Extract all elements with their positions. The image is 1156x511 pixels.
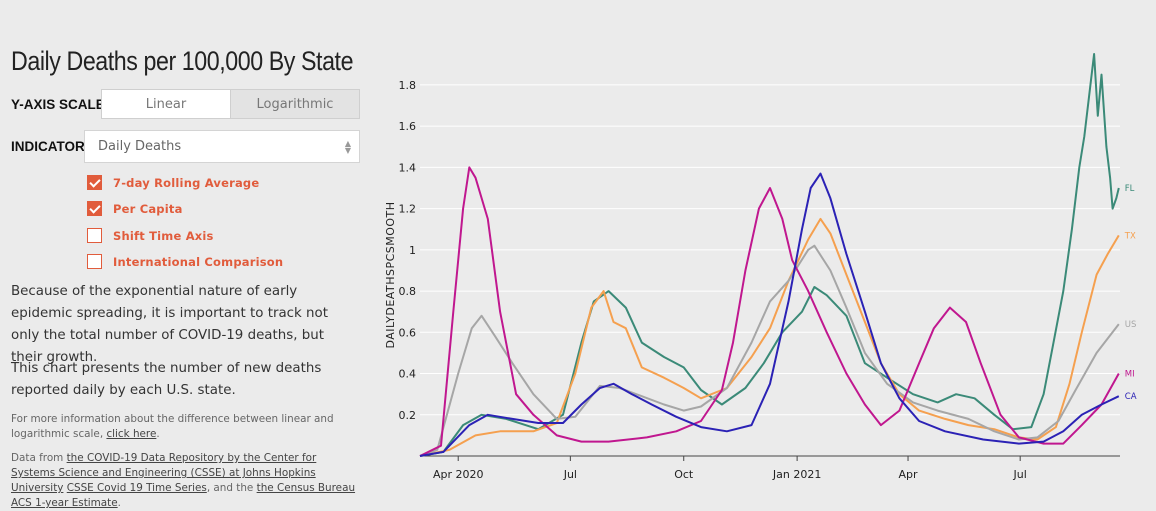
international-comparison-checkbox[interactable]	[87, 254, 102, 269]
y-tick-label: 0.6	[399, 326, 417, 339]
per-capita-checkbox[interactable]	[87, 201, 102, 216]
intro-paragraph: Because of the exponential nature of ear…	[11, 284, 328, 365]
shift-time-axis-label: Shift Time Axis	[113, 228, 214, 243]
y-axis-label: DAILYDEATHSPCSMOOTH	[384, 201, 397, 348]
x-tick-label: Jul	[1013, 468, 1027, 481]
indicator-label: INDICATOR	[11, 139, 85, 154]
census-bureau-link[interactable]: the Census Bureau	[256, 482, 356, 494]
y-tick-label: 1.6	[399, 120, 417, 133]
rolling-average-checkbox[interactable]	[87, 175, 102, 190]
page-title: Daily Deaths per 100,000 By State	[11, 46, 354, 76]
source-end: .	[117, 497, 121, 509]
click-here-link[interactable]: click here	[106, 428, 157, 440]
international-comparison-option[interactable]: International Comparison	[87, 254, 283, 269]
csse-repository-link[interactable]: the COVID-19 Data Repository by the Cent…	[11, 452, 317, 494]
linear-option[interactable]: Linear	[102, 90, 230, 118]
indicator-select[interactable]: Daily Deaths ▲ ▼	[84, 130, 360, 163]
scale-info-note: For more information about the differenc…	[11, 412, 361, 442]
per-capita-option[interactable]: Per Capita	[87, 201, 183, 216]
source-prefix: Data from	[11, 452, 67, 464]
y-tick-label: 0.4	[399, 368, 417, 381]
shift-time-axis-checkbox[interactable]	[87, 228, 102, 243]
series-label-fl: FL	[1125, 184, 1135, 194]
select-arrows-icon: ▲ ▼	[344, 139, 351, 155]
x-tick-label: Apr 2020	[433, 468, 484, 481]
x-tick-label: Jan 2021	[772, 468, 821, 481]
series-label-us: US	[1125, 320, 1137, 330]
international-comparison-label: International Comparison	[113, 254, 284, 269]
series-line-fl	[419, 53, 1120, 457]
series-line-mi	[419, 166, 1120, 457]
scale-info-text: For more information about the differenc…	[11, 413, 334, 440]
rolling-average-label: 7-day Rolling Average	[113, 175, 260, 190]
source-mid2: , and the	[206, 482, 257, 494]
series-line-ca	[419, 172, 1120, 457]
series-label-ca: CA	[1125, 392, 1137, 402]
y-tick-label: 1.8	[399, 79, 417, 92]
x-tick-label: Jul	[563, 468, 577, 481]
indicator-value: Daily Deaths	[98, 139, 182, 154]
y-tick-label: 0.2	[399, 409, 417, 422]
y-tick-label: 1	[409, 244, 416, 257]
acs-estimate-link[interactable]: ACS 1-year Estimate	[11, 497, 118, 509]
per-capita-label: Per Capita	[113, 201, 183, 216]
chart-description: This chart presents the number of new de…	[11, 361, 322, 398]
series-label-mi: MI	[1125, 370, 1135, 380]
x-tick-label: Oct	[674, 468, 694, 481]
daily-deaths-line-chart[interactable]: 0.2 0.4 0.6 0.8 1 1.2 1.4 1.6 1.8 DAILYDEATHSPCSM…	[380, 50, 1150, 490]
x-tick-label: Apr	[899, 468, 919, 481]
series-label-tx: TX	[1124, 231, 1136, 241]
y-tick-label: 1.2	[399, 203, 417, 216]
rolling-average-option[interactable]: 7-day Rolling Average	[87, 175, 259, 190]
data-source-note: Data from the COVID-19 Data Repository b…	[11, 451, 361, 511]
y-axis-scale-toggle: Linear Logarithmic	[101, 89, 360, 119]
series-line-tx	[419, 217, 1120, 457]
y-tick-label: 0.8	[399, 285, 417, 298]
y-axis-scale-label: Y-AXIS SCALE	[11, 97, 105, 112]
shift-time-axis-option[interactable]: Shift Time Axis	[87, 228, 214, 243]
csse-timeseries-link[interactable]: CSSE Covid 19 Time Series	[66, 482, 207, 494]
logarithmic-option[interactable]: Logarithmic	[230, 90, 359, 118]
scale-info-end: .	[156, 428, 160, 440]
y-tick-label: 1.4	[399, 161, 417, 174]
